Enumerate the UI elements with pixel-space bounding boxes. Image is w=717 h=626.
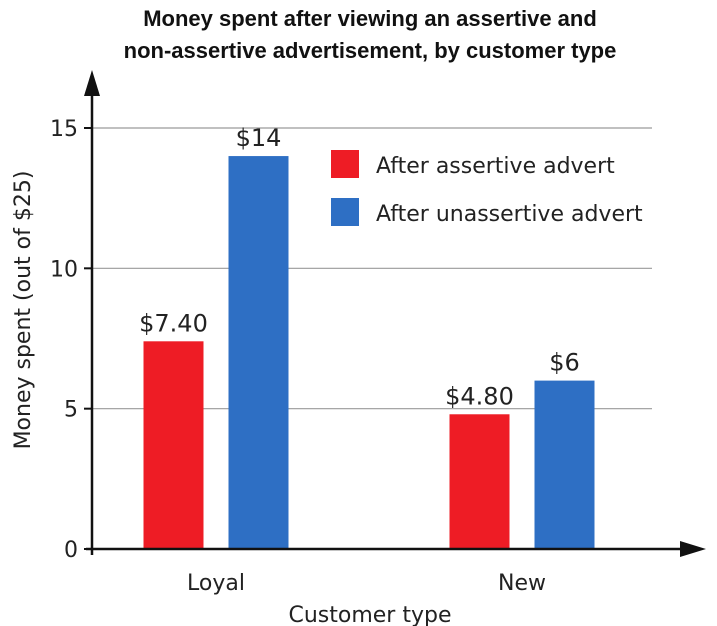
x-axis-arrowhead bbox=[680, 541, 706, 557]
data-label: $6 bbox=[549, 349, 580, 377]
legend-label: After unassertive advert bbox=[376, 202, 643, 227]
y-tick-label: 0 bbox=[64, 538, 78, 563]
bar bbox=[534, 380, 595, 549]
y-tick-label: 5 bbox=[64, 398, 78, 423]
y-tick-label: 15 bbox=[50, 117, 78, 142]
data-label: $4.80 bbox=[445, 382, 514, 410]
axes: 0 5 10 15 Loyal New bbox=[50, 70, 706, 596]
chart-title-line-1: Money spent after viewing an assertive a… bbox=[143, 6, 597, 31]
chart-title-line-2: non-assertive advertisement, by customer… bbox=[124, 38, 617, 63]
data-label: $14 bbox=[236, 124, 282, 152]
legend-swatch bbox=[331, 150, 359, 178]
x-tick-label: New bbox=[498, 571, 546, 596]
bar bbox=[228, 156, 289, 550]
legend: After assertive advert After unassertive … bbox=[331, 150, 643, 227]
bar bbox=[449, 414, 510, 549]
x-axis-title: Customer type bbox=[288, 603, 451, 626]
bar bbox=[143, 341, 204, 549]
x-tick-label: Loyal bbox=[187, 571, 245, 596]
y-axis-title: Money spent (out of $25) bbox=[11, 171, 36, 450]
y-axis-arrowhead bbox=[84, 70, 100, 96]
legend-label: After assertive advert bbox=[376, 154, 615, 179]
data-label: $7.40 bbox=[139, 309, 208, 337]
bars: $7.40 $14 $4.80 $6 bbox=[139, 124, 595, 550]
legend-swatch bbox=[331, 198, 359, 226]
y-tick-label: 10 bbox=[50, 257, 78, 282]
